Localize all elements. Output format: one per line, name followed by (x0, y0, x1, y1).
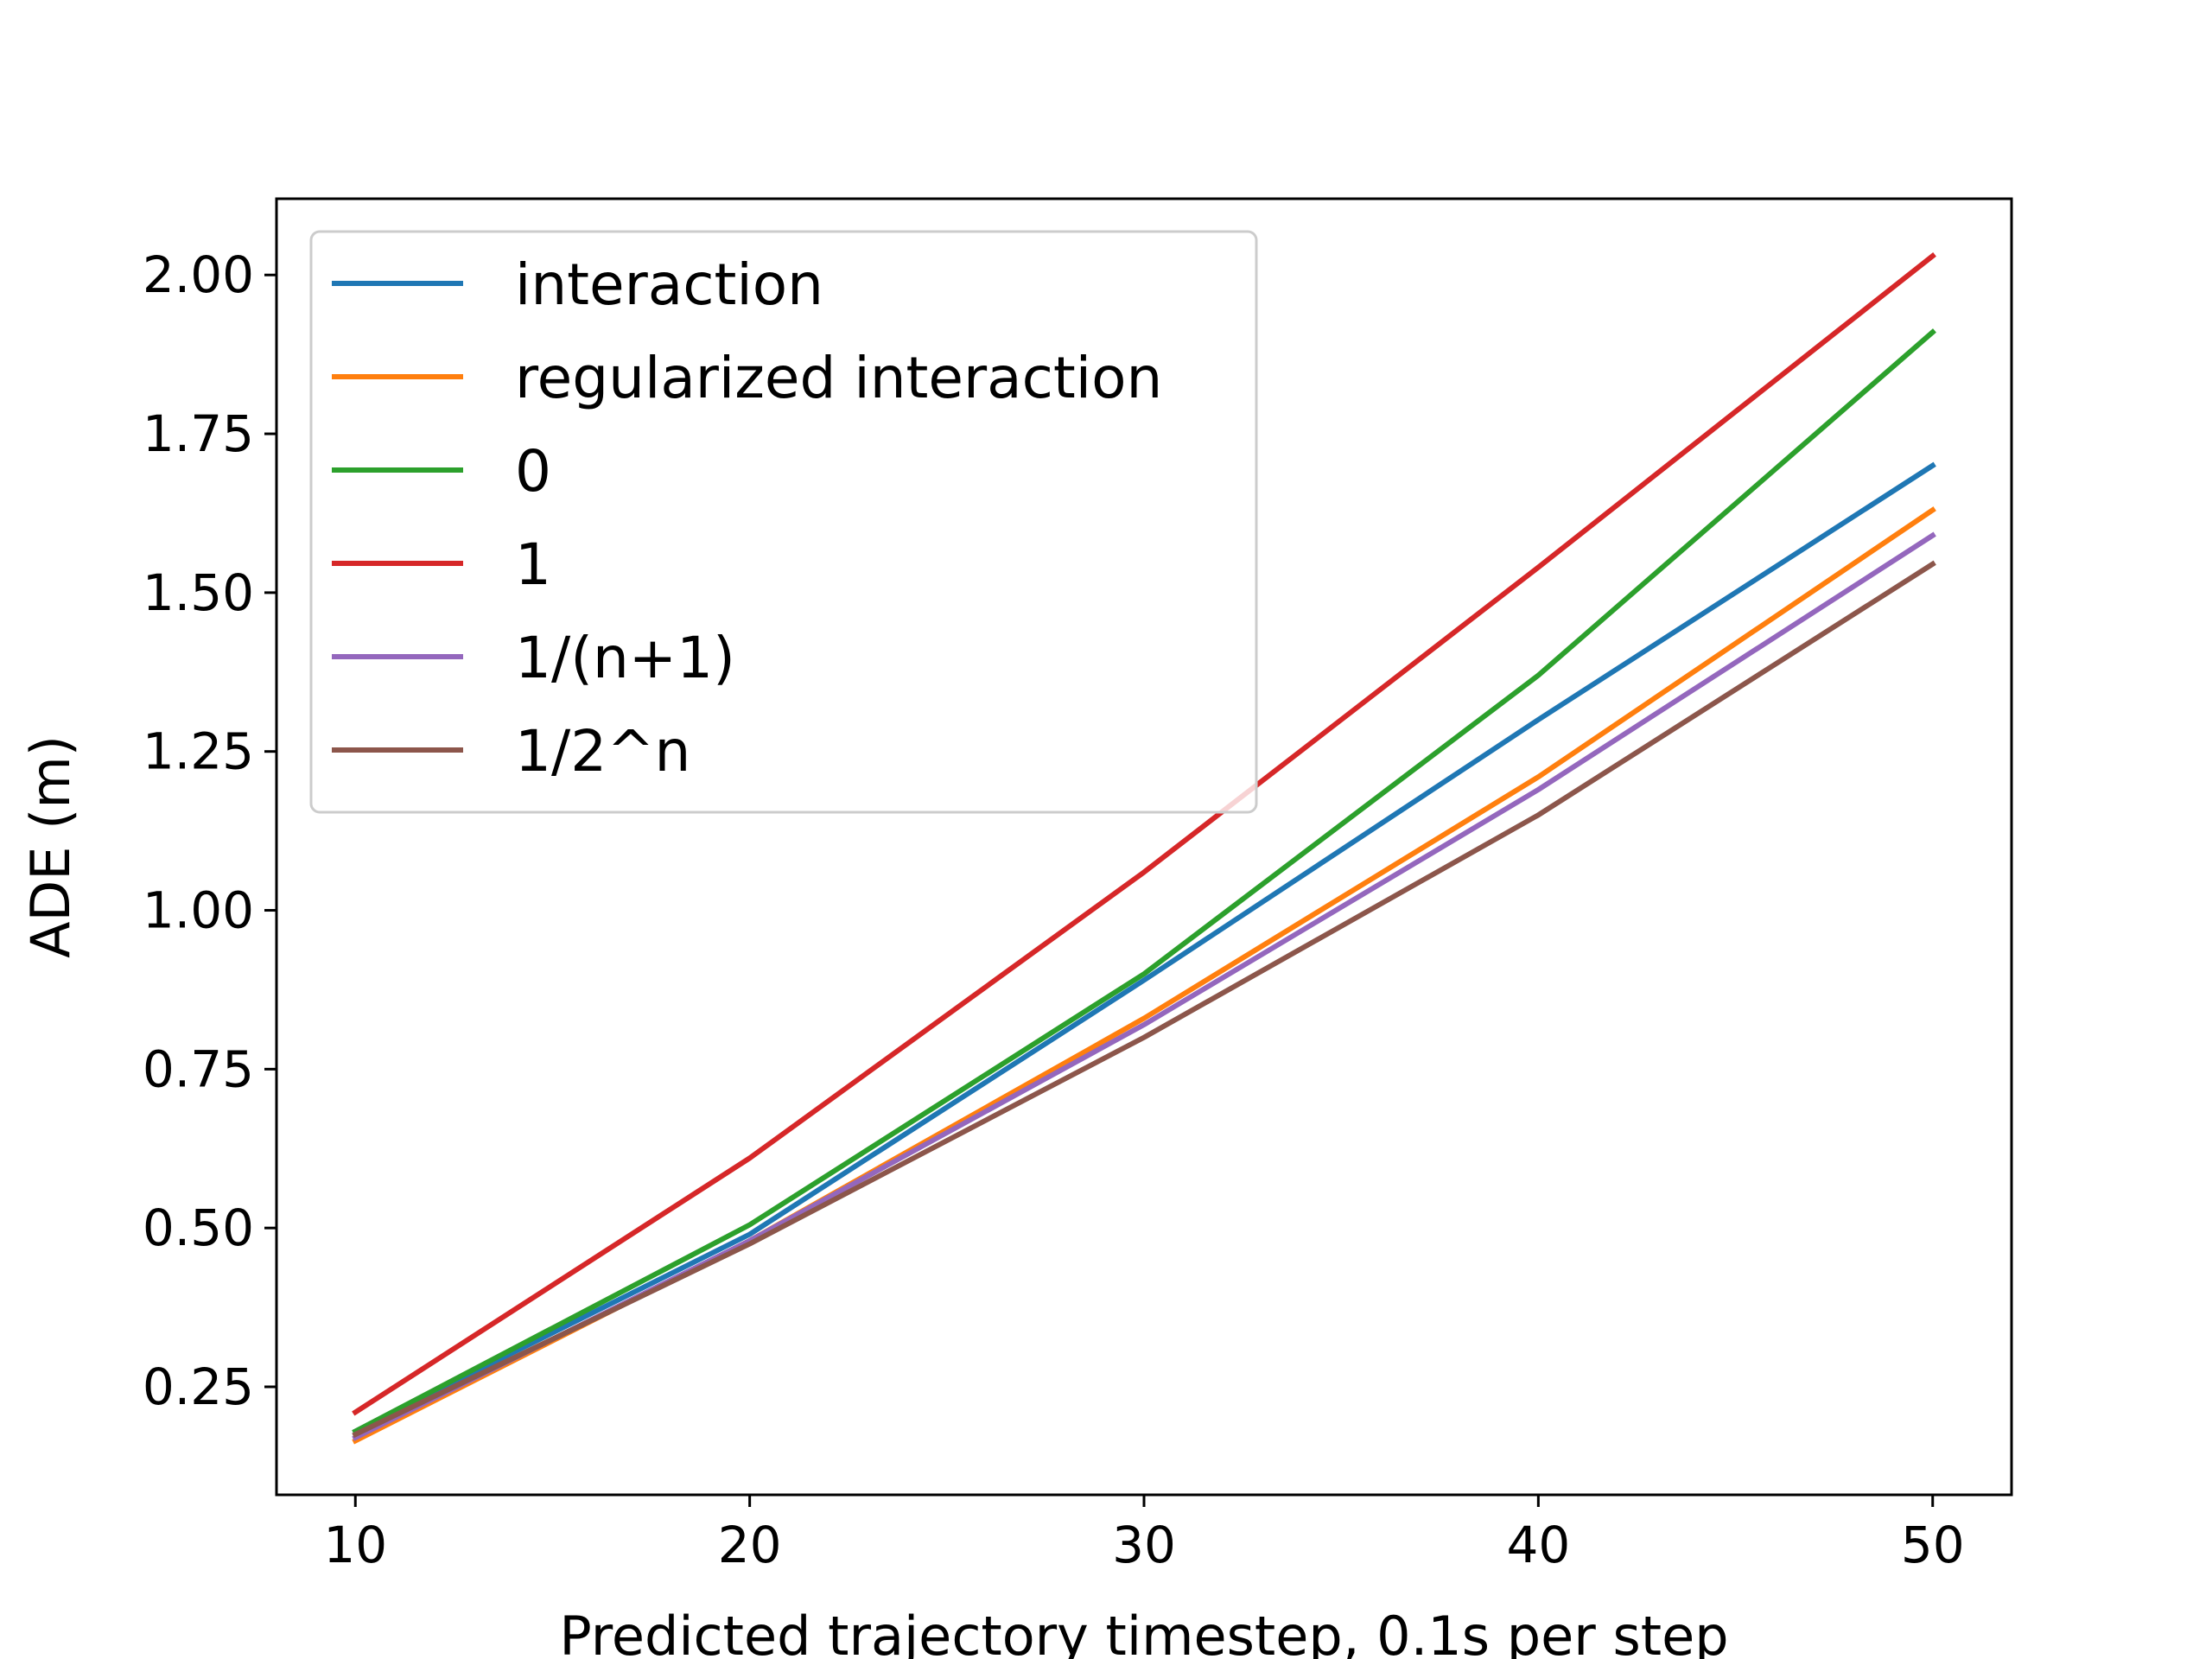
y-tick-label: 1.25 (143, 722, 254, 781)
series-line-2 (352, 328, 1936, 1435)
legend-label-3: 1 (515, 531, 551, 598)
series-line-5 (352, 560, 1936, 1439)
y-axis-label: ADE (m) (19, 735, 82, 958)
legend: interaction regularized interaction 0 1 1/(n… (309, 230, 1258, 814)
y-tick-label: 0.25 (143, 1357, 254, 1416)
series-layer (352, 251, 1936, 1445)
x-tick-label: 40 (1506, 1516, 1570, 1574)
y-tick-label: 1.75 (143, 404, 254, 463)
x-tick-label: 20 (718, 1516, 782, 1574)
legend-label-0: interaction (515, 251, 823, 318)
y-axis: 0.25 0.50 0.75 1.00 1.25 1.50 1.75 2.00 (143, 245, 276, 1416)
x-tick-label: 30 (1112, 1516, 1176, 1574)
legend-box (309, 230, 1258, 814)
legend-label-4: 1/(n+1) (515, 625, 735, 691)
x-tick-label: 10 (323, 1516, 387, 1574)
y-tick-label: 0.50 (143, 1198, 254, 1257)
legend-label-2: 0 (515, 438, 551, 505)
y-tick-label: 0.75 (143, 1039, 254, 1098)
y-tick-label: 1.50 (143, 563, 254, 622)
x-axis: 10 20 30 40 50 (323, 1495, 1965, 1574)
series-line-0 (352, 461, 1936, 1435)
x-tick-label: 50 (1901, 1516, 1965, 1574)
series-line-3 (352, 251, 1936, 1416)
y-tick-label: 1.00 (143, 881, 254, 940)
legend-label-1: regularized interaction (515, 345, 1162, 411)
y-tick-label: 2.00 (143, 245, 254, 304)
legend-label-5: 1/2^n (515, 718, 690, 785)
x-axis-label: Predicted trajectory timestep, 0.1s per … (559, 1605, 1728, 1659)
